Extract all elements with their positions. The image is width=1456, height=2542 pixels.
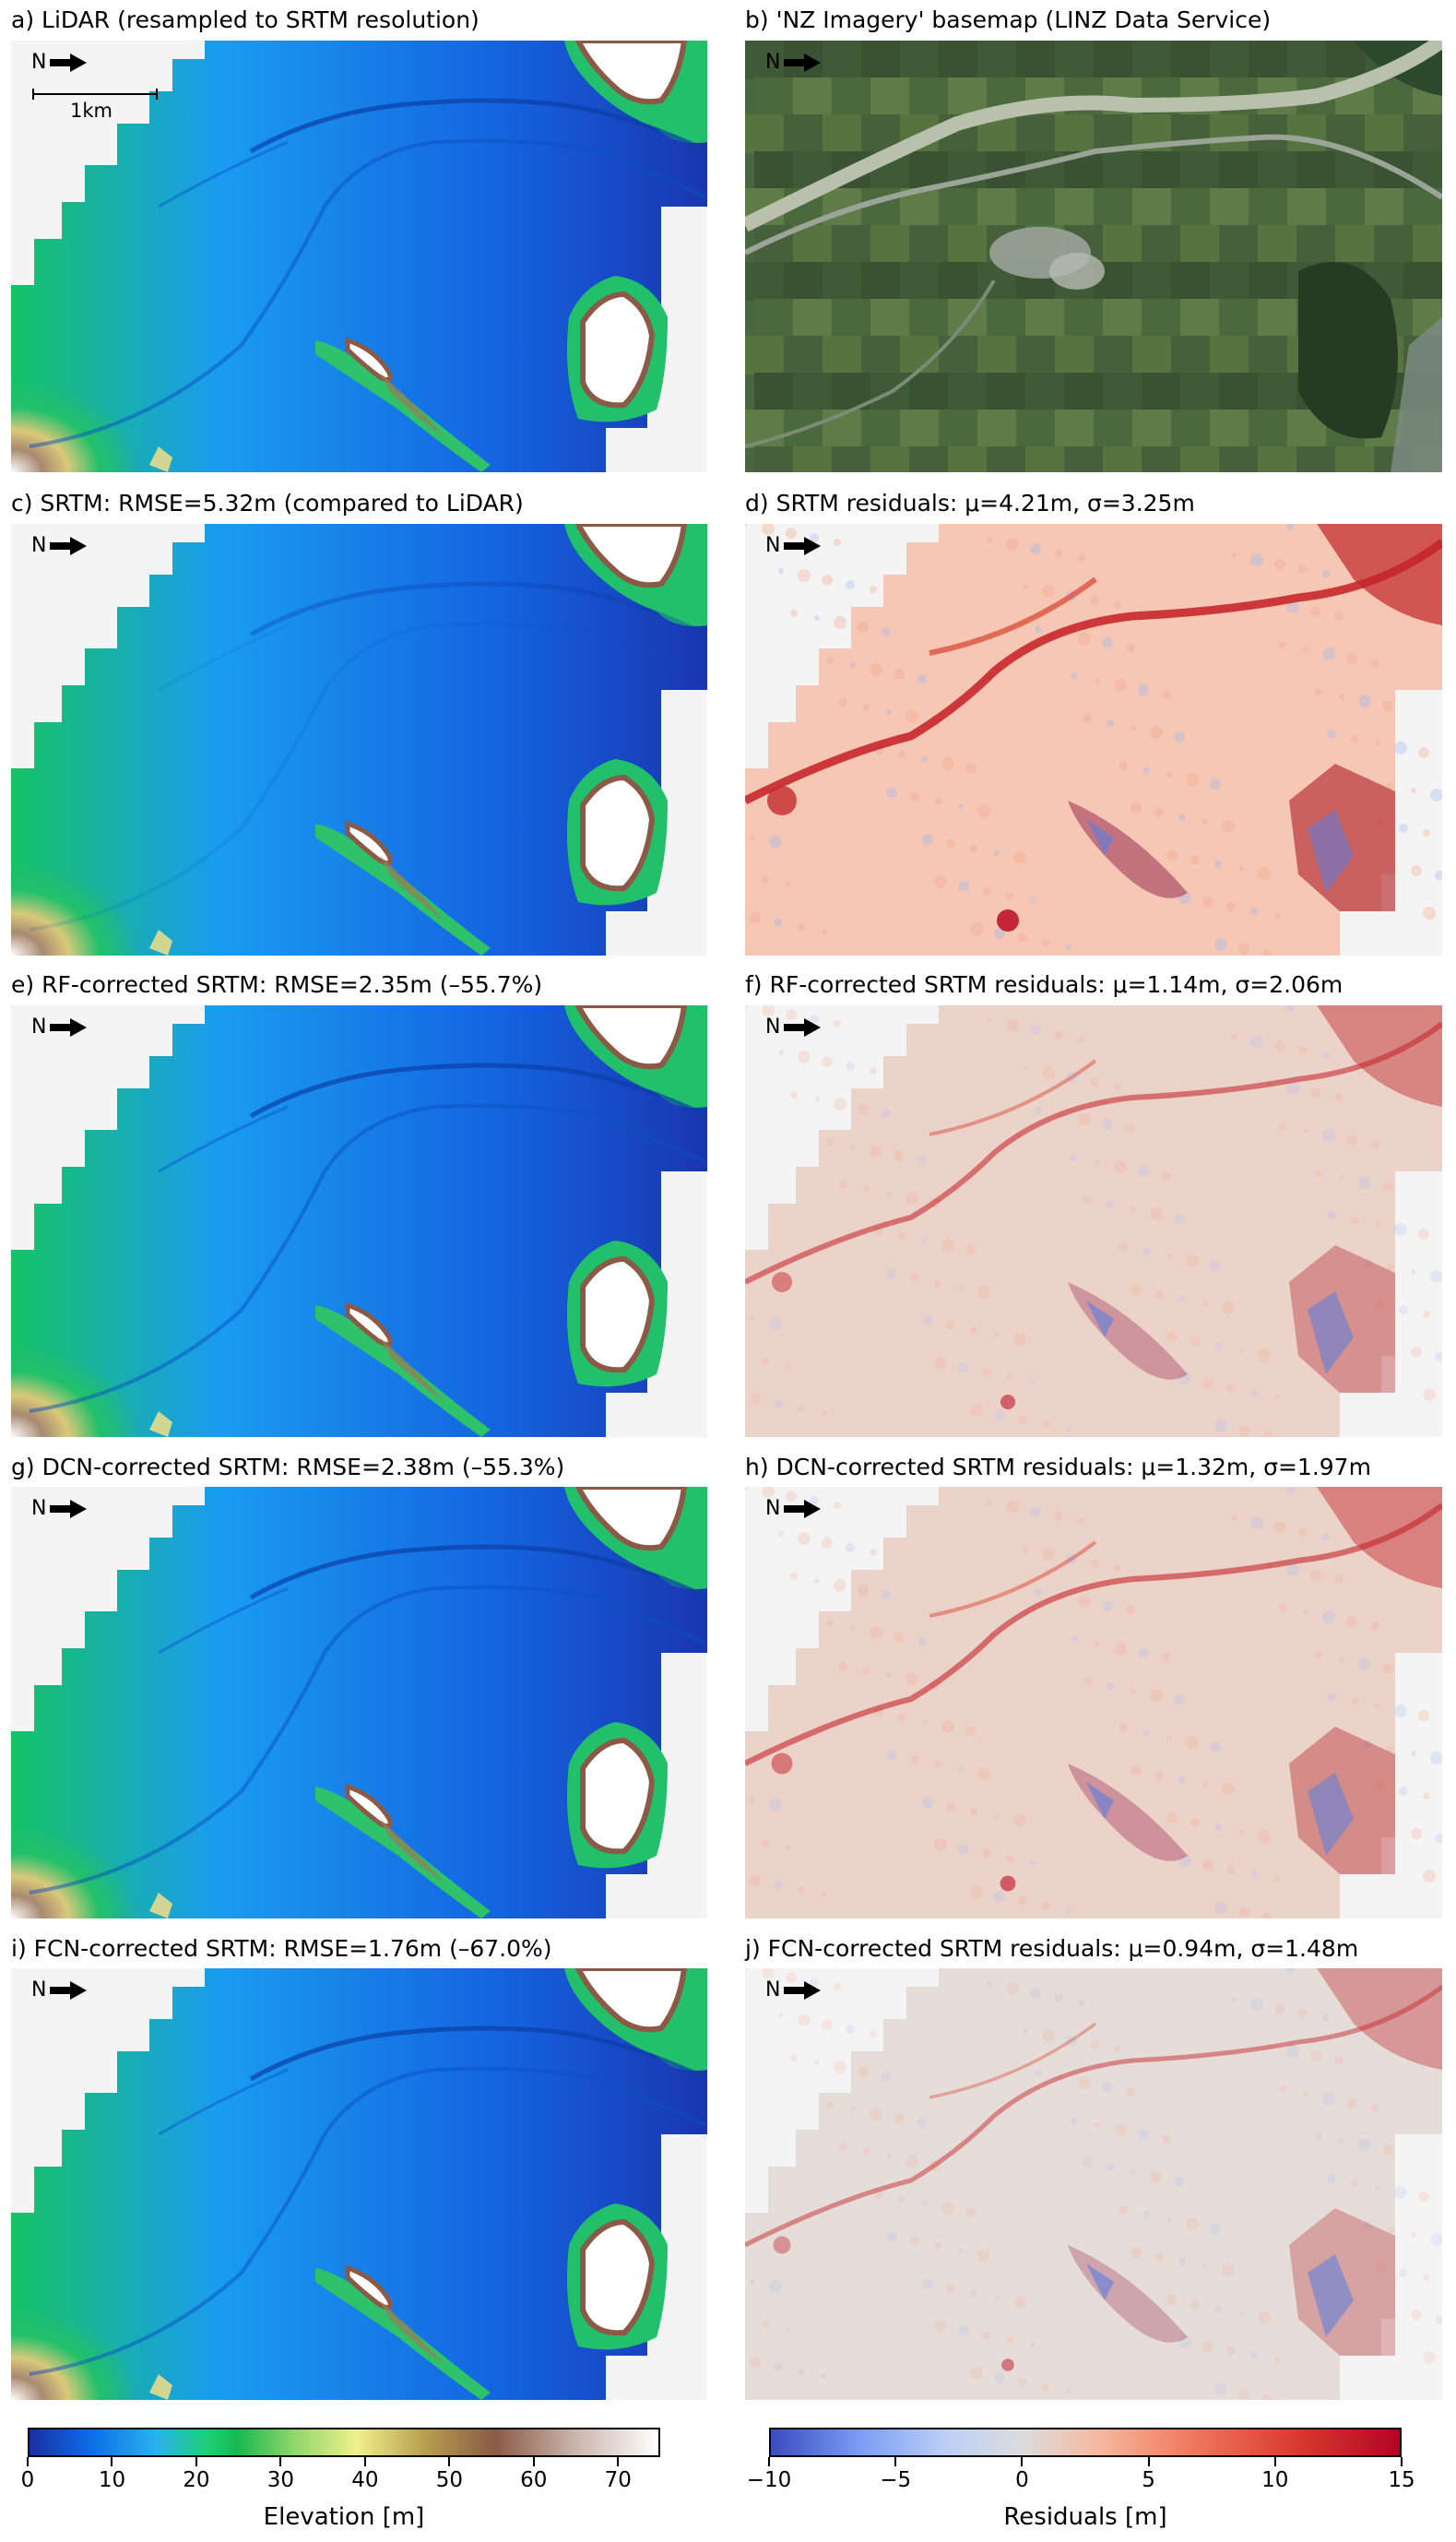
elevation-tick xyxy=(27,2457,29,2466)
elevation-tick xyxy=(617,2457,620,2466)
residual-tick-label: 10 xyxy=(1261,2468,1289,2492)
residual-tick xyxy=(768,2457,770,2466)
elevation-tick xyxy=(195,2457,197,2466)
residual-raster-j xyxy=(745,1968,1442,2400)
north-arrow-icon xyxy=(50,1500,87,1518)
panel-title-g: g) DCN-corrected SRTM: RMSE=2.38m (–55.3… xyxy=(11,1454,565,1480)
residual-raster-h xyxy=(745,1487,1442,1918)
north-arrow-icon xyxy=(784,53,821,72)
residual-tick-label: −10 xyxy=(746,2468,792,2492)
north-label: N xyxy=(765,1016,781,1039)
map-panel-h: N xyxy=(745,1487,1442,1918)
north-label: N xyxy=(765,1978,781,2002)
north-label: N xyxy=(765,51,781,74)
residual-tick-label: 0 xyxy=(1015,2468,1029,2492)
elevation-tick xyxy=(532,2457,535,2466)
north-arrow-icon xyxy=(784,537,821,555)
elevation-tick-label: 0 xyxy=(20,2468,35,2492)
elevation-raster-e xyxy=(11,1005,707,1437)
map-panel-e: N xyxy=(11,1005,707,1437)
map-panel-a: N 1km xyxy=(11,41,707,472)
panel-title-j: j) FCN-corrected SRTM residuals: μ=0.94m… xyxy=(745,1935,1359,1962)
elevation-colorbar-gradient xyxy=(28,2428,660,2457)
imagery-raster-b xyxy=(745,41,1442,472)
elevation-tick-label: 70 xyxy=(604,2468,632,2492)
north-label: N xyxy=(31,1978,47,2002)
north-label: N xyxy=(31,1497,47,1520)
elevation-tick xyxy=(279,2457,282,2466)
residual-tick xyxy=(1021,2457,1024,2466)
north-arrow-icon xyxy=(50,537,87,555)
north-arrow-icon xyxy=(50,53,87,72)
elevation-tick-label: 60 xyxy=(520,2468,548,2492)
panel-title-i: i) FCN-corrected SRTM: RMSE=1.76m (–67.0… xyxy=(11,1935,552,1962)
residual-raster-d xyxy=(745,524,1442,956)
elevation-tick-label: 30 xyxy=(266,2468,295,2492)
north-label: N xyxy=(31,51,47,74)
map-panel-f: N xyxy=(745,1005,1442,1437)
elevation-tick-label: 40 xyxy=(351,2468,379,2492)
map-panel-d: N xyxy=(745,524,1442,956)
elevation-tick-label: 20 xyxy=(183,2468,210,2492)
map-panel-c: N xyxy=(11,524,707,956)
elevation-colorbar: 0 10 20 30 40 50 60 70 Elevation [m] xyxy=(21,2428,664,2538)
residual-tick-label: 15 xyxy=(1388,2468,1415,2492)
map-panel-i: N xyxy=(11,1968,707,2400)
panel-title-h: h) DCN-corrected SRTM residuals: μ=1.32m… xyxy=(745,1454,1371,1480)
residual-colorbar-gradient xyxy=(769,2428,1402,2457)
residual-tick xyxy=(894,2457,897,2466)
north-label: N xyxy=(765,534,781,557)
elevation-tick xyxy=(111,2457,113,2466)
elevation-colorbar-label: Elevation [m] xyxy=(263,2503,425,2531)
north-label: N xyxy=(31,1016,47,1039)
residual-raster-f xyxy=(745,1005,1442,1437)
north-arrow-icon xyxy=(50,1981,87,2000)
panel-title-f: f) RF-corrected SRTM residuals: μ=1.14m,… xyxy=(745,971,1344,998)
map-panel-j: N xyxy=(745,1968,1442,2400)
map-panel-b: N xyxy=(745,41,1442,472)
elevation-raster-c xyxy=(11,524,707,956)
elevation-raster-a xyxy=(11,41,707,472)
scale-bar xyxy=(32,89,158,100)
elevation-tick xyxy=(448,2457,451,2466)
north-label: N xyxy=(765,1497,781,1520)
panel-title-d: d) SRTM residuals: μ=4.21m, σ=3.25m xyxy=(745,490,1195,517)
map-panel-g: N xyxy=(11,1487,707,1918)
panel-title-c: c) SRTM: RMSE=5.32m (compared to LiDAR) xyxy=(11,490,524,517)
residual-colorbar: −10 −5 0 5 10 15 Residuals [m] xyxy=(747,2428,1415,2538)
north-arrow-icon xyxy=(784,1981,821,2000)
north-arrow-icon xyxy=(784,1500,821,1518)
panel-title-b: b) 'NZ Imagery' basemap (LINZ Data Servi… xyxy=(745,6,1272,33)
residual-tick xyxy=(1401,2457,1403,2466)
north-arrow-icon xyxy=(50,1018,87,1037)
residual-tick-label: 5 xyxy=(1142,2468,1155,2492)
north-arrow-icon xyxy=(784,1018,821,1037)
residual-tick xyxy=(1147,2457,1150,2466)
panel-title-e: e) RF-corrected SRTM: RMSE=2.35m (–55.7%… xyxy=(11,971,543,998)
elevation-tick-label: 10 xyxy=(98,2468,126,2492)
elevation-raster-g xyxy=(11,1487,707,1918)
residual-tick xyxy=(1273,2457,1276,2466)
panel-title-a: a) LiDAR (resampled to SRTM resolution) xyxy=(11,6,479,33)
residual-tick-label: −5 xyxy=(880,2468,912,2492)
elevation-tick xyxy=(363,2457,366,2466)
scale-bar-label: 1km xyxy=(70,100,112,122)
elevation-raster-i xyxy=(11,1968,707,2400)
north-label: N xyxy=(31,534,47,557)
elevation-tick-label: 50 xyxy=(435,2468,463,2492)
residual-colorbar-label: Residuals [m] xyxy=(1003,2503,1167,2531)
